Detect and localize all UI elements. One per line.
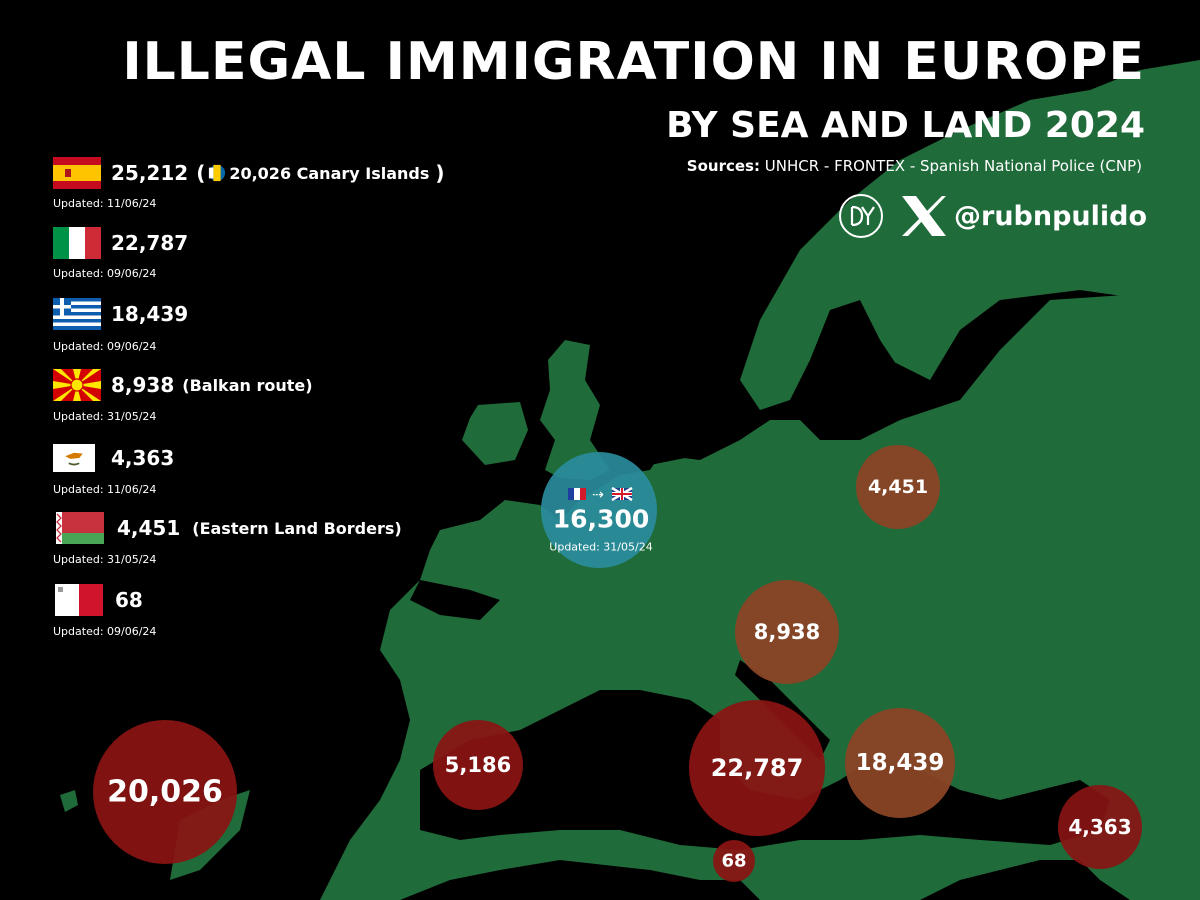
island-land [60,790,78,812]
uk-flag-icon [611,486,633,502]
cyprus-flag-icon [53,444,95,472]
bay-of-biscay [410,580,500,620]
legend-note-open: ( [196,161,206,185]
walking-person-icon: ⇢ [592,487,604,503]
france-flag-icon [568,488,586,500]
balkan-bubble [735,580,839,684]
spain-mainland-bubble [433,720,523,810]
channel-icons: ⇢ [568,486,633,503]
malta-flag-icon [55,584,103,616]
legend-value: 25,212 [111,161,189,185]
legend-row-greece: 18,439 [53,297,188,331]
balkan-value: 8,938 [753,620,821,644]
legend-updated: Updated: 09/06/24 [53,625,157,638]
cyprus-value: 4,363 [1068,815,1132,839]
greece-bubble [845,708,955,818]
cyprus-bubble [1058,785,1142,869]
italy-flag-icon [53,227,101,259]
eastern-border-bubble [856,445,940,529]
legend-note: (Balkan route) [182,375,313,395]
italy-value: 22,787 [710,754,804,782]
sources-label: Sources: [686,157,760,175]
legend-value: 4,451 [117,516,181,540]
italy-bubble [689,700,825,836]
legend-note: (Eastern Land Borders) [192,518,402,538]
legend-updated: Updated: 31/05/24 [53,553,157,566]
legend-note-close: ) [435,161,445,185]
canary-islands-value: 20,026 [107,774,223,810]
legend-updated: Updated: 11/06/24 [53,197,157,210]
greece-flag-icon [53,298,101,330]
spain-mainland-value: 5,186 [444,753,512,777]
legend-row-belarus: 4,451 (Eastern Land Borders) [53,511,402,545]
belarus-flag-icon [56,512,104,544]
channel-bubble [541,452,657,568]
author-logo-icon [839,194,883,238]
ireland-land [462,402,528,465]
legend-value: 68 [115,588,143,612]
social-handle: @rubnpulido [954,200,1148,232]
scandinavia-land [740,60,1200,410]
channel-value: 16,300 [552,504,650,534]
legend-row-cyprus: 4,363 [53,441,174,475]
channel-updated: Updated: 31/05/24 [549,540,653,554]
sources-line: Sources: UNHCR - FRONTEX - Spanish Natio… [687,157,1142,175]
malta-bubble [713,840,755,882]
sources-text: UNHCR - FRONTEX - Spanish National Polic… [764,157,1142,175]
legend-updated: Updated: 09/06/24 [53,267,157,280]
legend-row-italy: 22,787 [53,226,188,260]
spain-flag-icon [53,157,101,189]
legend-value: 8,938 [111,373,175,397]
legend-note: 20,026 Canary Islands [229,163,430,183]
mediterranean-sea [420,690,1110,850]
legend-updated: Updated: 31/05/24 [53,410,157,423]
legend-row-spain: 25,212 ( 20,026 Canary Islands ) [53,156,445,190]
legend-row-north-macedonia: 8,938 (Balkan route) [53,368,313,402]
legend-updated: Updated: 11/06/24 [53,483,157,496]
page-subtitle: BY SEA AND LAND 2024 [666,105,1145,146]
legend-value: 4,363 [111,446,175,470]
canary-islands-bubble [93,720,237,864]
legend-row-malta: 68 [53,583,143,617]
baltic-sea [820,340,900,440]
legend-value: 18,439 [111,302,189,326]
malta-value: 68 [721,850,747,872]
canary-islands-flag-icon [209,164,226,182]
greece-value: 18,439 [855,750,945,776]
legend-value: 22,787 [111,231,189,255]
britain-land [540,340,610,480]
eastern-border-value: 4,451 [867,476,929,498]
page-title: ILLEGAL IMMIGRATION IN EUROPE [122,32,1145,92]
x-logo-icon [902,196,946,236]
legend-updated: Updated: 09/06/24 [53,340,157,353]
author-branding: @rubnpulido [838,192,1147,240]
north-sea [610,420,720,465]
north-macedonia-flag-icon [53,369,101,401]
